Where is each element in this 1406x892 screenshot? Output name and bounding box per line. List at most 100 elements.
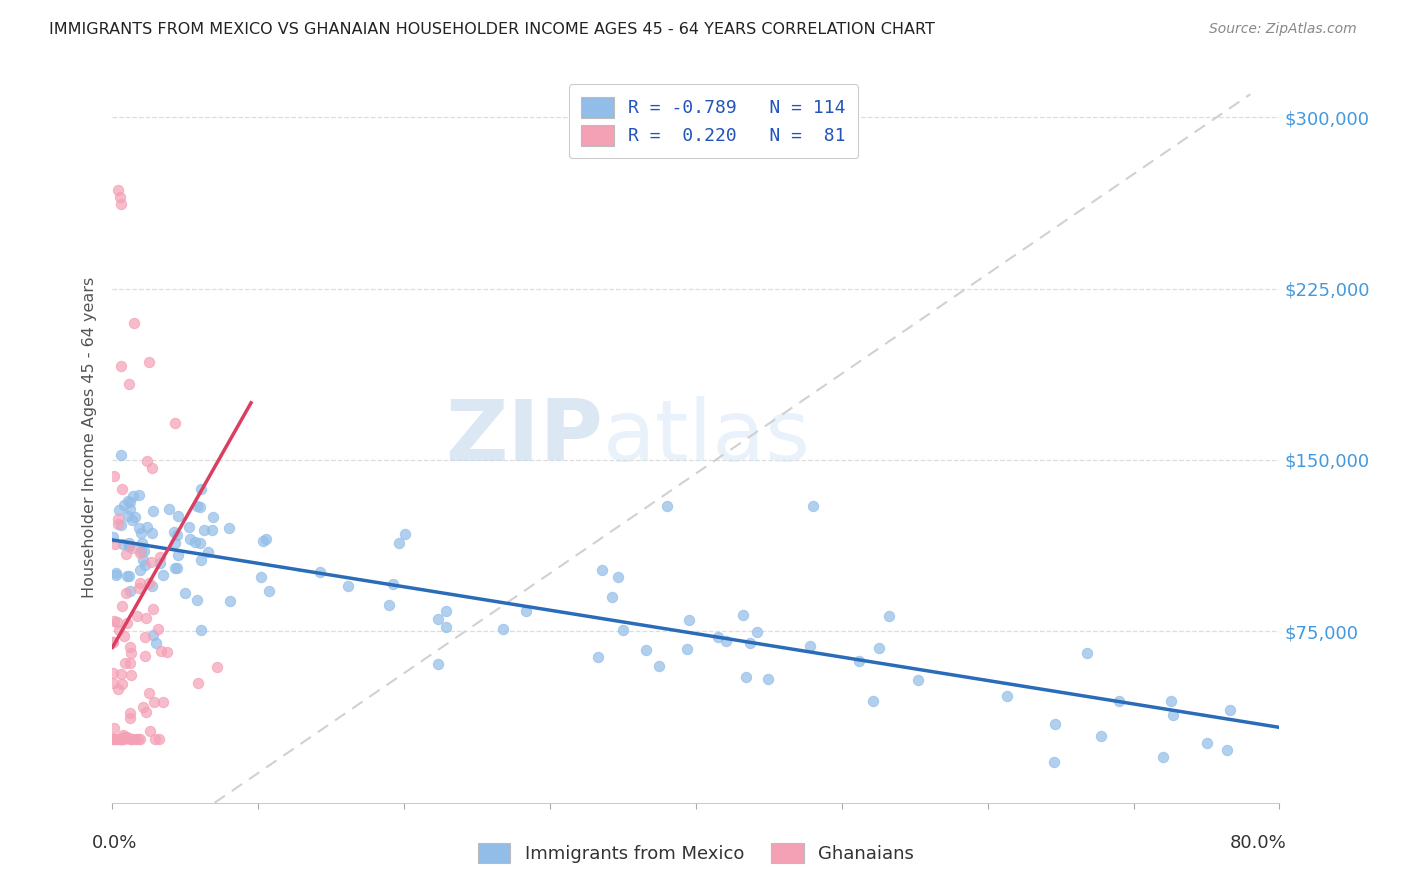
Point	[1076, 646, 1098, 660]
Point	[110, 731, 132, 746]
Point	[141, 526, 163, 541]
Point	[382, 577, 405, 591]
Point	[142, 628, 165, 642]
Point	[738, 635, 761, 649]
Point	[197, 545, 219, 559]
Point	[735, 670, 758, 684]
Point	[118, 568, 141, 582]
Point	[179, 532, 201, 546]
Point	[128, 521, 150, 535]
Point	[201, 523, 224, 537]
Point	[108, 731, 131, 746]
Point	[105, 615, 128, 630]
Point	[118, 640, 141, 655]
Point	[848, 654, 870, 668]
Point	[108, 623, 131, 637]
Point	[101, 665, 124, 680]
Point	[166, 548, 188, 562]
Point	[134, 543, 156, 558]
Point	[120, 646, 142, 660]
Point	[186, 592, 208, 607]
Point	[166, 560, 188, 574]
Point	[129, 544, 152, 558]
Point	[174, 586, 197, 600]
Point	[107, 681, 129, 696]
Point	[118, 539, 141, 553]
Point	[139, 724, 162, 739]
Point	[378, 599, 401, 613]
Text: atlas: atlas	[603, 395, 811, 479]
Text: 0.0%: 0.0%	[91, 834, 136, 852]
Point	[799, 639, 821, 653]
Point	[149, 557, 172, 571]
Point	[146, 623, 169, 637]
Point	[120, 731, 142, 746]
Point	[112, 499, 135, 513]
Point	[138, 575, 160, 590]
Point	[145, 635, 167, 649]
Point	[134, 648, 156, 663]
Point	[107, 503, 129, 517]
Point	[907, 673, 929, 687]
Point	[600, 590, 623, 604]
Text: Source: ZipAtlas.com: Source: ZipAtlas.com	[1209, 22, 1357, 37]
Point	[135, 705, 157, 719]
Point	[101, 634, 124, 648]
Point	[165, 561, 187, 575]
Point	[655, 499, 678, 513]
Point	[138, 354, 160, 368]
Point	[129, 731, 152, 746]
Point	[114, 586, 136, 600]
Point	[143, 731, 166, 746]
Point	[612, 624, 634, 638]
Point	[124, 510, 146, 524]
Point	[112, 731, 135, 746]
Point	[148, 731, 170, 746]
Point	[118, 731, 141, 746]
Point	[756, 673, 779, 687]
Point	[186, 499, 208, 513]
Point	[135, 520, 157, 534]
Point	[127, 731, 149, 746]
Point	[1195, 736, 1218, 750]
Point	[134, 558, 156, 573]
Point	[101, 731, 124, 746]
Point	[110, 449, 132, 463]
Point	[120, 706, 142, 720]
Point	[107, 731, 129, 746]
Point	[118, 657, 141, 671]
Point	[252, 533, 274, 548]
Point	[121, 541, 143, 555]
Point	[141, 555, 163, 569]
Point	[134, 630, 156, 644]
Point	[190, 623, 212, 637]
Point	[101, 530, 124, 544]
Point	[142, 601, 165, 615]
Point	[105, 568, 128, 582]
Point	[591, 563, 613, 577]
Point	[112, 536, 135, 550]
Point	[112, 629, 135, 643]
Point	[141, 461, 163, 475]
Point	[128, 488, 150, 502]
Point	[111, 677, 134, 691]
Point	[254, 532, 277, 546]
Point	[103, 614, 125, 628]
Point	[118, 539, 141, 553]
Point	[434, 604, 457, 618]
Point	[707, 630, 730, 644]
Point	[188, 536, 211, 550]
Point	[179, 520, 201, 534]
Text: 80.0%: 80.0%	[1230, 834, 1286, 852]
Point	[118, 583, 141, 598]
Point	[202, 509, 225, 524]
Point	[427, 657, 450, 671]
Point	[183, 534, 205, 549]
Point	[714, 633, 737, 648]
Point	[117, 508, 139, 523]
Point	[152, 567, 174, 582]
Point	[114, 656, 136, 670]
Point	[132, 700, 155, 714]
Point	[110, 731, 132, 746]
Point	[1161, 707, 1184, 722]
